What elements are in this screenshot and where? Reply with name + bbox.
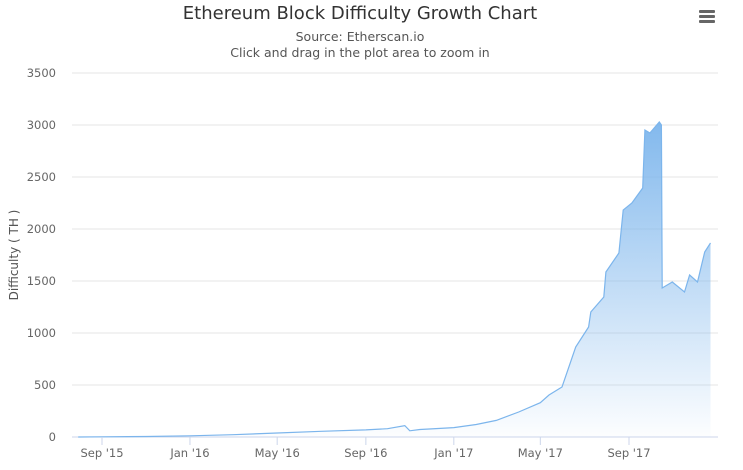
- x-tick-label: May '17: [518, 446, 563, 460]
- x-tick-label: May '16: [255, 446, 300, 460]
- y-tick-label: 2000: [27, 222, 56, 236]
- series-area: [78, 122, 711, 437]
- chart-subtitle: Source: Etherscan.io: [295, 29, 425, 44]
- x-tick-label: Sep '16: [344, 446, 387, 460]
- y-axis-label: Difficulty ( TH ): [7, 210, 21, 301]
- y-tick-label: 1000: [27, 326, 56, 340]
- x-tick-label: Sep '17: [607, 446, 650, 460]
- y-tick-label: 3000: [27, 118, 56, 132]
- series-line: [78, 121, 712, 438]
- y-tick-label: 500: [34, 378, 56, 392]
- y-tick-label: 0: [49, 430, 56, 444]
- x-tick-label: Jan '16: [169, 446, 209, 460]
- x-tick-label: Sep '15: [80, 446, 123, 460]
- chart-title: Ethereum Block Difficulty Growth Chart: [182, 3, 538, 24]
- hamburger-menu-icon[interactable]: [699, 10, 715, 25]
- y-tick-label: 2500: [27, 170, 56, 184]
- zoom-hint: Click and drag in the plot area to zoom …: [230, 45, 490, 60]
- y-tick-label: 1500: [27, 274, 56, 288]
- x-tick-label: Jan '17: [433, 446, 473, 460]
- y-tick-label: 3500: [27, 66, 56, 80]
